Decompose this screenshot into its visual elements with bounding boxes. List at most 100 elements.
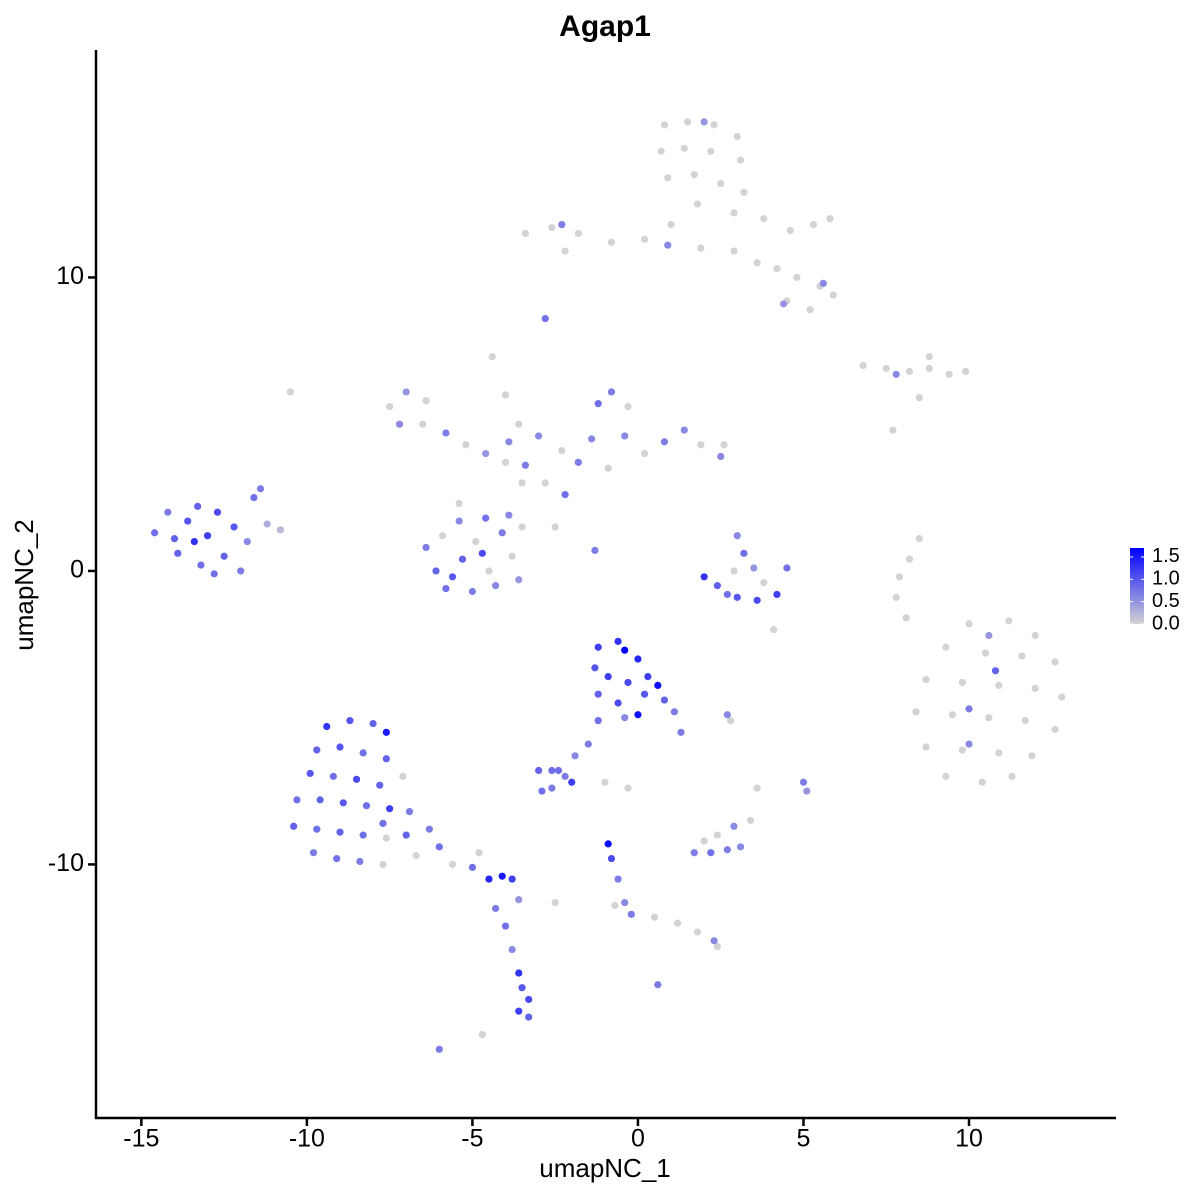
cell-point [697, 441, 705, 449]
colorbar [1130, 548, 1144, 624]
x-tick-label: 0 [631, 1125, 645, 1153]
cell-point [720, 441, 728, 449]
cell-point [419, 420, 427, 428]
cell-point [442, 429, 450, 437]
cell-point [505, 438, 513, 446]
cell-point [650, 913, 659, 921]
cell-point [435, 1045, 443, 1053]
cell-point [760, 579, 768, 587]
cell-point [667, 221, 675, 229]
cell-point [551, 898, 559, 907]
cell-point [922, 675, 930, 684]
cell-point [770, 626, 778, 634]
cell-point [713, 831, 722, 839]
cell-point [505, 511, 513, 519]
cell-point [607, 854, 616, 863]
cell-point [376, 781, 384, 789]
cell-point [773, 265, 781, 273]
cell-point [591, 664, 599, 672]
cell-point [677, 728, 685, 736]
cell-point [395, 420, 404, 428]
cell-point [601, 778, 609, 786]
cell-point [621, 646, 629, 654]
cell-point [727, 717, 735, 725]
cell-point [501, 458, 510, 466]
cell-point [710, 121, 718, 129]
colorbar-label: 1.0 [1152, 568, 1180, 590]
cell-point [508, 552, 516, 560]
cell-point [339, 799, 347, 807]
cell-point [740, 549, 748, 557]
cell-point [561, 772, 569, 780]
cell-point [584, 740, 592, 748]
cell-point [498, 529, 506, 537]
cell-point [482, 514, 490, 522]
cell-point [892, 593, 900, 601]
cell-point [707, 147, 715, 155]
cell-point [309, 849, 318, 857]
cell-point [561, 491, 569, 499]
chart-title: Agap1 [559, 10, 651, 43]
cell-point [313, 825, 321, 833]
cell-point [733, 132, 741, 141]
cell-point [640, 690, 649, 698]
cell-point [660, 438, 669, 446]
cell-point [525, 995, 533, 1004]
cell-point [773, 590, 781, 599]
cell-point [915, 394, 923, 402]
cell-point [690, 849, 698, 857]
cell-point [627, 910, 635, 918]
cell-point [693, 200, 702, 208]
cell-point [498, 872, 506, 880]
cell-point [799, 778, 808, 786]
cell-point [670, 708, 678, 716]
cell-point [515, 969, 523, 977]
cell-point [518, 523, 526, 531]
cell-point [485, 875, 493, 883]
x-tick-label: -10 [289, 1125, 325, 1153]
cell-point [518, 479, 526, 487]
cell-point [783, 564, 791, 572]
cell-point [478, 549, 486, 557]
cell-point [568, 778, 576, 786]
cell-point [574, 229, 582, 238]
cell-point [621, 432, 629, 440]
cell-point [693, 928, 702, 936]
cell-point [624, 784, 632, 792]
cell-point [475, 849, 483, 857]
cell-point [607, 238, 616, 246]
cell-point [485, 567, 493, 575]
cell-point [614, 875, 622, 883]
cell-point [684, 118, 692, 126]
cell-point [382, 755, 390, 763]
cell-point [733, 593, 741, 601]
cell-point [803, 787, 811, 795]
cell-point [889, 426, 897, 434]
cell-point [1005, 617, 1013, 625]
cell-point [965, 740, 973, 748]
cell-point [336, 743, 344, 751]
cell-point [624, 402, 632, 411]
cell-point [541, 314, 549, 323]
cell-point [736, 156, 745, 164]
cell-point [482, 449, 490, 458]
cell-point [753, 259, 761, 267]
cell-point [462, 441, 470, 449]
cell-point [448, 860, 457, 869]
cell-point [316, 796, 324, 804]
cell-point [1008, 772, 1016, 780]
cell-point [472, 537, 480, 546]
cell-point [435, 843, 443, 851]
cell-point [379, 819, 387, 827]
cell-point [925, 353, 933, 361]
cell-point [386, 805, 394, 813]
cell-point [713, 943, 722, 951]
cell-point [942, 643, 950, 651]
cell-point [399, 772, 407, 780]
cell-point [680, 426, 688, 434]
cell-point [203, 532, 212, 540]
cell-point [501, 391, 510, 399]
cell-point [730, 209, 738, 217]
cell-point [945, 370, 953, 378]
